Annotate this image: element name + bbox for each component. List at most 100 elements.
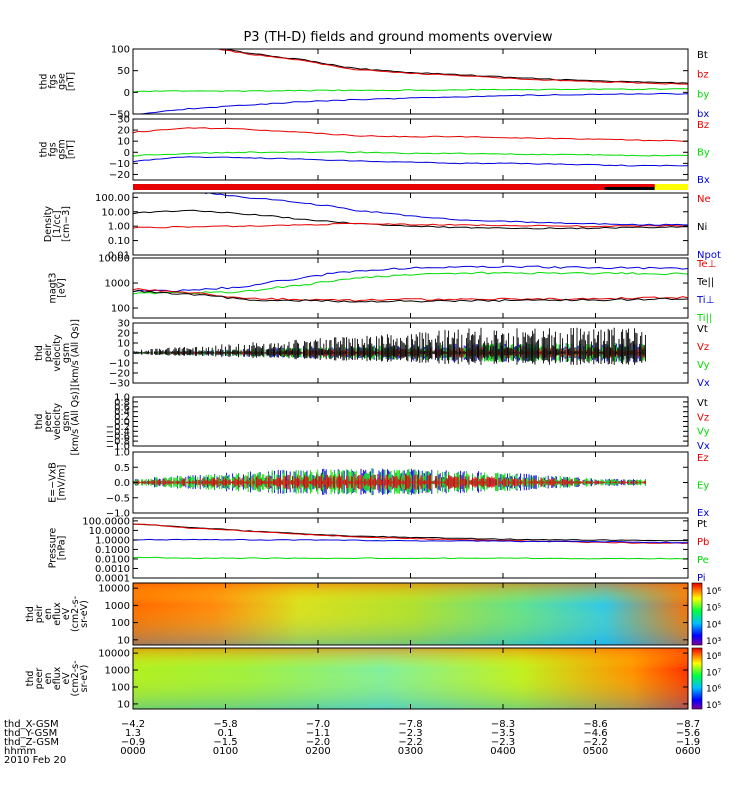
y-axis-label: thd [34,414,45,430]
y-axis-label: peer [34,668,45,690]
panel-frame [132,257,689,319]
series-line-Ti|| [133,271,688,295]
y-axis-label: gsm [61,411,72,431]
x-row-value: −1.1 [306,728,330,739]
y-tick-label: 10 [117,635,130,646]
status-bar-black [604,187,655,190]
status-bar-red [133,184,688,190]
y-axis-label: thd [25,671,36,687]
y-tick-label: 0.6 [114,402,130,413]
x-row-value: −8.7 [676,719,700,730]
x-row-value: 0400 [490,746,515,757]
y-axis-label: [cm−3] [61,206,72,242]
y-axis-label: eV [61,607,72,620]
x-row-value: −5.8 [213,719,237,730]
y-tick-label: 10 [117,339,130,350]
y-tick-label: 1.0000 [95,535,130,546]
y-axis-label: thd [39,142,50,158]
legend-entry: Vz [697,342,709,353]
y-tick-label: −1.0 [106,509,130,520]
y-tick-label: 0 [124,88,130,99]
series-line-Te⊥ [133,288,688,302]
legend-entry: by [697,89,709,100]
y-tick-label: 0.8 [114,397,130,408]
legend-entry: Pt [697,519,707,530]
legend-entry: Pe [697,555,709,566]
y-tick-label: −10 [109,359,130,370]
panel-peir_spec: 10⁶ 10⁵ 10⁴ 10³ 10000 1000 100 10 thdpeireneflux… [25,582,721,647]
x-row-value: −2.2 [398,737,422,748]
x-row-value: 0200 [305,746,330,757]
series-line-Pe [133,556,688,560]
y-tick-label: 0.0100 [95,554,130,565]
y-tick-label: 10.0000 [89,526,130,537]
legend-entry: Vy [697,360,710,371]
y-axis-label: peir [34,605,45,624]
legend-entry: Ne [697,194,711,205]
y-tick-label: 0.0 [114,417,130,428]
x-row-value: −4.2 [121,719,145,730]
y-tick-label: 10 [117,699,130,710]
x-row-value: 0500 [583,746,608,757]
y-tick-label: 0.0001 [95,574,130,585]
legend-entry: Bx [697,175,710,186]
panel-frame [132,517,689,579]
y-axis-label: sr-eV) [79,665,90,693]
y-tick-label: 10 [117,137,130,148]
y-tick-label: 0.5 [114,463,130,474]
panel-peer_vel: 1.00.80.60.40.20.0−0.2−0.4−0.6−0.8−1.0th… [34,388,710,456]
y-tick-label: −0.5 [106,493,130,504]
y-tick-label: 30 [117,115,130,126]
spectrogram-shading [133,583,688,645]
y-axis-label: thd [34,345,45,361]
series-line-By [133,151,688,157]
x-row-label: thd_Z-GSM [4,737,59,748]
series-line-Bz [133,127,688,142]
series-line-Te|| [133,289,688,303]
colorbar [691,582,703,646]
colorbar-tick-label: 10⁵ [706,701,721,711]
series-line-Ti⊥ [133,265,688,293]
y-axis-label: peer [43,411,54,433]
y-tick-label: −0.6 [106,432,130,443]
legend-entry: Te⊥ [696,259,716,270]
status-bar-yellow [654,184,688,190]
y-axis-label: gse [57,73,68,90]
series-line-Ne [133,222,688,229]
legend-entry: Ey [697,481,709,492]
y-axis-label: gsm [61,343,72,363]
series-line-Pi [133,538,688,544]
y-tick-label: 1000 [105,279,130,290]
x-row-value: −2.0 [306,737,330,748]
x-row-value: 1.3 [125,728,141,739]
y-tick-label: −0.2 [106,422,130,433]
x-row-value: −1.5 [213,737,237,748]
y-axis-label: peir [43,344,54,363]
x-row-value: −2.3 [491,737,515,748]
y-axis-label: fgs [48,142,59,156]
x-row-value: −7.8 [398,719,422,730]
x-row-value: 0600 [675,746,700,757]
y-axis-label: [mV/m] [57,465,68,501]
x-row-value: 0300 [398,746,423,757]
y-tick-label: 0 [124,148,130,159]
x-row-value: −8.6 [583,719,607,730]
panels: 100500−50thdfgsgse[nT]Btbzbybx3020100−10… [25,45,721,712]
y-tick-label: −10 [109,159,130,170]
legend-entry: Bz [697,120,709,131]
y-tick-label: −30 [109,379,130,390]
y-axis-label: en [43,608,54,620]
x-row-label: thd_X-GSM [4,719,59,730]
y-axis-label: thd [25,606,36,622]
y-tick-label: 0.0010 [95,564,130,575]
y-axis-label: magt3 [48,273,59,304]
legend-entry: Ti|| [696,313,712,324]
x-row-value: −7.0 [306,719,330,730]
noise-trace [133,473,646,491]
y-tick-label: −20 [109,369,130,380]
panel-peer_spec: 10⁸ 10⁷ 10⁶ 10⁵ 10000 1000 100 10 thdpeereneflux… [25,647,721,711]
y-tick-label: 0.01 [108,251,130,262]
y-tick-label: −20 [109,170,130,181]
